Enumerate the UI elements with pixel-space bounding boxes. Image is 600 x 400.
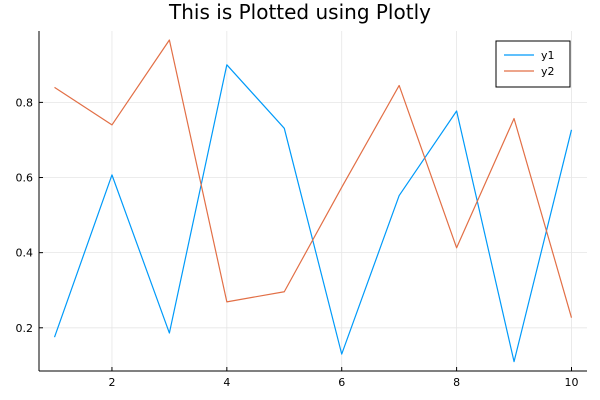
x-tick-label: 2 — [108, 376, 115, 389]
y-tick-label: 0.6 — [16, 172, 34, 185]
series-group — [53, 39, 573, 363]
ticks: 2 4 6 8 10 0.2 0.4 0.6 0.8 — [16, 96, 579, 389]
legend-label-y2: y2 — [541, 65, 555, 78]
series-line-y2 — [54, 39, 573, 318]
y-tick-label: 0.4 — [16, 247, 34, 260]
x-tick-label: 4 — [223, 376, 230, 389]
grid — [39, 31, 587, 371]
legend-label-y1: y1 — [541, 49, 555, 62]
x-tick-label: 10 — [564, 376, 578, 389]
y-tick-label: 0.2 — [16, 322, 34, 335]
y-tick-label: 0.8 — [16, 96, 34, 109]
x-tick-label: 6 — [338, 376, 345, 389]
x-tick-label: 8 — [453, 376, 460, 389]
axes — [38, 31, 587, 372]
series-line-y1 — [53, 64, 573, 363]
chart-title: This is Plotted using Plotly — [168, 0, 431, 24]
legend-box — [495, 40, 571, 88]
